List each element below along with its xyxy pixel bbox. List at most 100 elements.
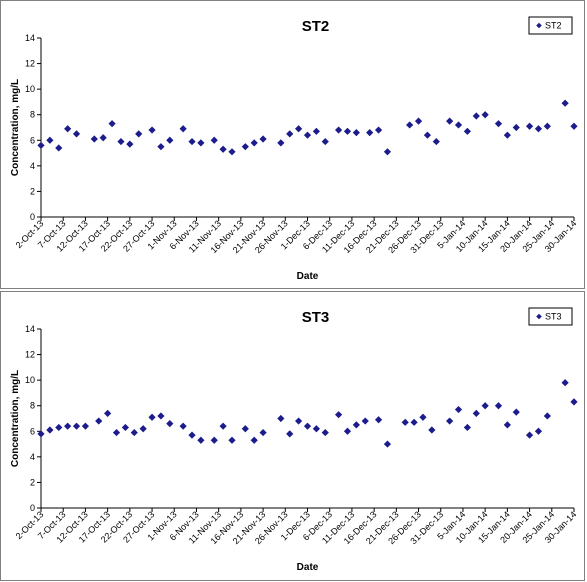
data-point bbox=[334, 411, 343, 419]
data-point bbox=[321, 137, 329, 146]
y-tick-label: 10 bbox=[25, 84, 35, 94]
data-point bbox=[383, 440, 392, 448]
data-point bbox=[135, 130, 143, 138]
data-point bbox=[241, 143, 249, 151]
data-point bbox=[228, 148, 236, 156]
legend: ST2 bbox=[528, 16, 573, 35]
data-point bbox=[525, 431, 534, 439]
data-point bbox=[432, 137, 440, 146]
data-point bbox=[446, 417, 454, 425]
data-point bbox=[454, 121, 463, 129]
y-tick-label: 6 bbox=[30, 135, 35, 145]
data-point bbox=[188, 431, 196, 439]
data-point bbox=[210, 136, 218, 144]
data-point bbox=[343, 127, 352, 135]
data-point bbox=[454, 405, 463, 414]
y-axis-label: Concentration, mg/L bbox=[10, 79, 21, 176]
data-point bbox=[366, 129, 374, 137]
data-point bbox=[472, 409, 480, 417]
data-point bbox=[95, 417, 103, 425]
y-tick-label: 0 bbox=[30, 212, 35, 222]
chart-panel-st3: ST3 0 2 4 6 8 10 12 14 2-Oct-13 7-Oct-13 12-Oct-13 1… bbox=[0, 291, 585, 581]
data-point bbox=[121, 423, 129, 432]
data-point bbox=[157, 412, 165, 420]
data-point bbox=[286, 430, 294, 438]
data-point bbox=[197, 436, 205, 444]
data-point bbox=[481, 402, 489, 410]
data-point bbox=[543, 412, 551, 420]
y-tick-label: 4 bbox=[30, 161, 35, 171]
y-tick-label: 2 bbox=[30, 186, 35, 196]
data-point bbox=[72, 422, 81, 430]
data-point bbox=[72, 130, 81, 138]
data-point bbox=[419, 413, 427, 421]
x-axis-label: Date bbox=[297, 562, 319, 573]
data-point bbox=[494, 402, 503, 410]
x-axis-label: Date bbox=[297, 271, 319, 282]
legend: ST3 bbox=[528, 307, 573, 326]
st2-chart-svg: ST2024681012142-Oct-137-Oct-1312-Oct-131… bbox=[10, 16, 578, 282]
data-point bbox=[428, 426, 436, 434]
data-point bbox=[503, 131, 511, 139]
data-point bbox=[361, 417, 369, 425]
data-point bbox=[219, 422, 227, 430]
data-point bbox=[55, 423, 63, 432]
y-tick-label: 14 bbox=[25, 324, 35, 334]
data-point bbox=[228, 436, 236, 444]
data-point bbox=[343, 427, 352, 435]
data-point bbox=[286, 130, 294, 138]
data-point bbox=[250, 139, 258, 147]
data-point bbox=[303, 131, 312, 139]
data-point bbox=[406, 121, 414, 129]
data-point bbox=[148, 413, 156, 421]
data-point bbox=[64, 422, 72, 430]
data-point bbox=[219, 145, 227, 153]
data-point bbox=[259, 428, 267, 437]
data-point bbox=[410, 418, 418, 426]
data-point bbox=[210, 436, 218, 444]
data-point bbox=[46, 426, 54, 434]
data-point bbox=[561, 99, 569, 107]
data-point bbox=[374, 416, 383, 424]
legend-box bbox=[528, 307, 573, 326]
data-point bbox=[99, 134, 107, 142]
data-point bbox=[241, 425, 249, 433]
data-point bbox=[64, 125, 72, 133]
y-tick-label: 0 bbox=[30, 503, 35, 513]
data-point bbox=[570, 398, 578, 406]
data-point bbox=[166, 420, 174, 428]
data-point bbox=[179, 125, 187, 133]
data-point bbox=[179, 422, 187, 430]
y-axis-label: Concentration, mg/L bbox=[10, 370, 21, 467]
data-point bbox=[446, 117, 454, 125]
data-point bbox=[117, 137, 125, 146]
legend-label: ST2 bbox=[545, 21, 562, 31]
data-point bbox=[472, 112, 480, 120]
y-tick-label: 4 bbox=[30, 452, 35, 462]
st3-chart-svg: ST3024681012142-Oct-137-Oct-1312-Oct-131… bbox=[10, 307, 578, 573]
data-point bbox=[37, 141, 45, 149]
data-point bbox=[481, 111, 489, 119]
data-point bbox=[352, 421, 360, 429]
data-point bbox=[108, 120, 116, 128]
data-point bbox=[250, 436, 258, 444]
data-point bbox=[374, 126, 383, 134]
chart-title: ST2 bbox=[302, 18, 330, 35]
data-point bbox=[295, 417, 303, 425]
y-tick-label: 12 bbox=[25, 59, 35, 69]
data-point bbox=[503, 421, 511, 429]
data-point bbox=[534, 427, 543, 435]
data-point bbox=[401, 418, 409, 426]
data-point bbox=[90, 135, 98, 143]
legend-box bbox=[528, 16, 573, 35]
data-point bbox=[197, 139, 205, 147]
data-point bbox=[463, 127, 471, 135]
data-point bbox=[312, 425, 320, 433]
data-point bbox=[157, 143, 165, 151]
y-tick-label: 8 bbox=[30, 401, 35, 411]
data-point bbox=[303, 422, 312, 430]
legend-marker bbox=[536, 22, 542, 29]
data-point bbox=[543, 122, 551, 130]
data-point bbox=[277, 414, 285, 423]
y-tick-label: 2 bbox=[30, 477, 35, 487]
